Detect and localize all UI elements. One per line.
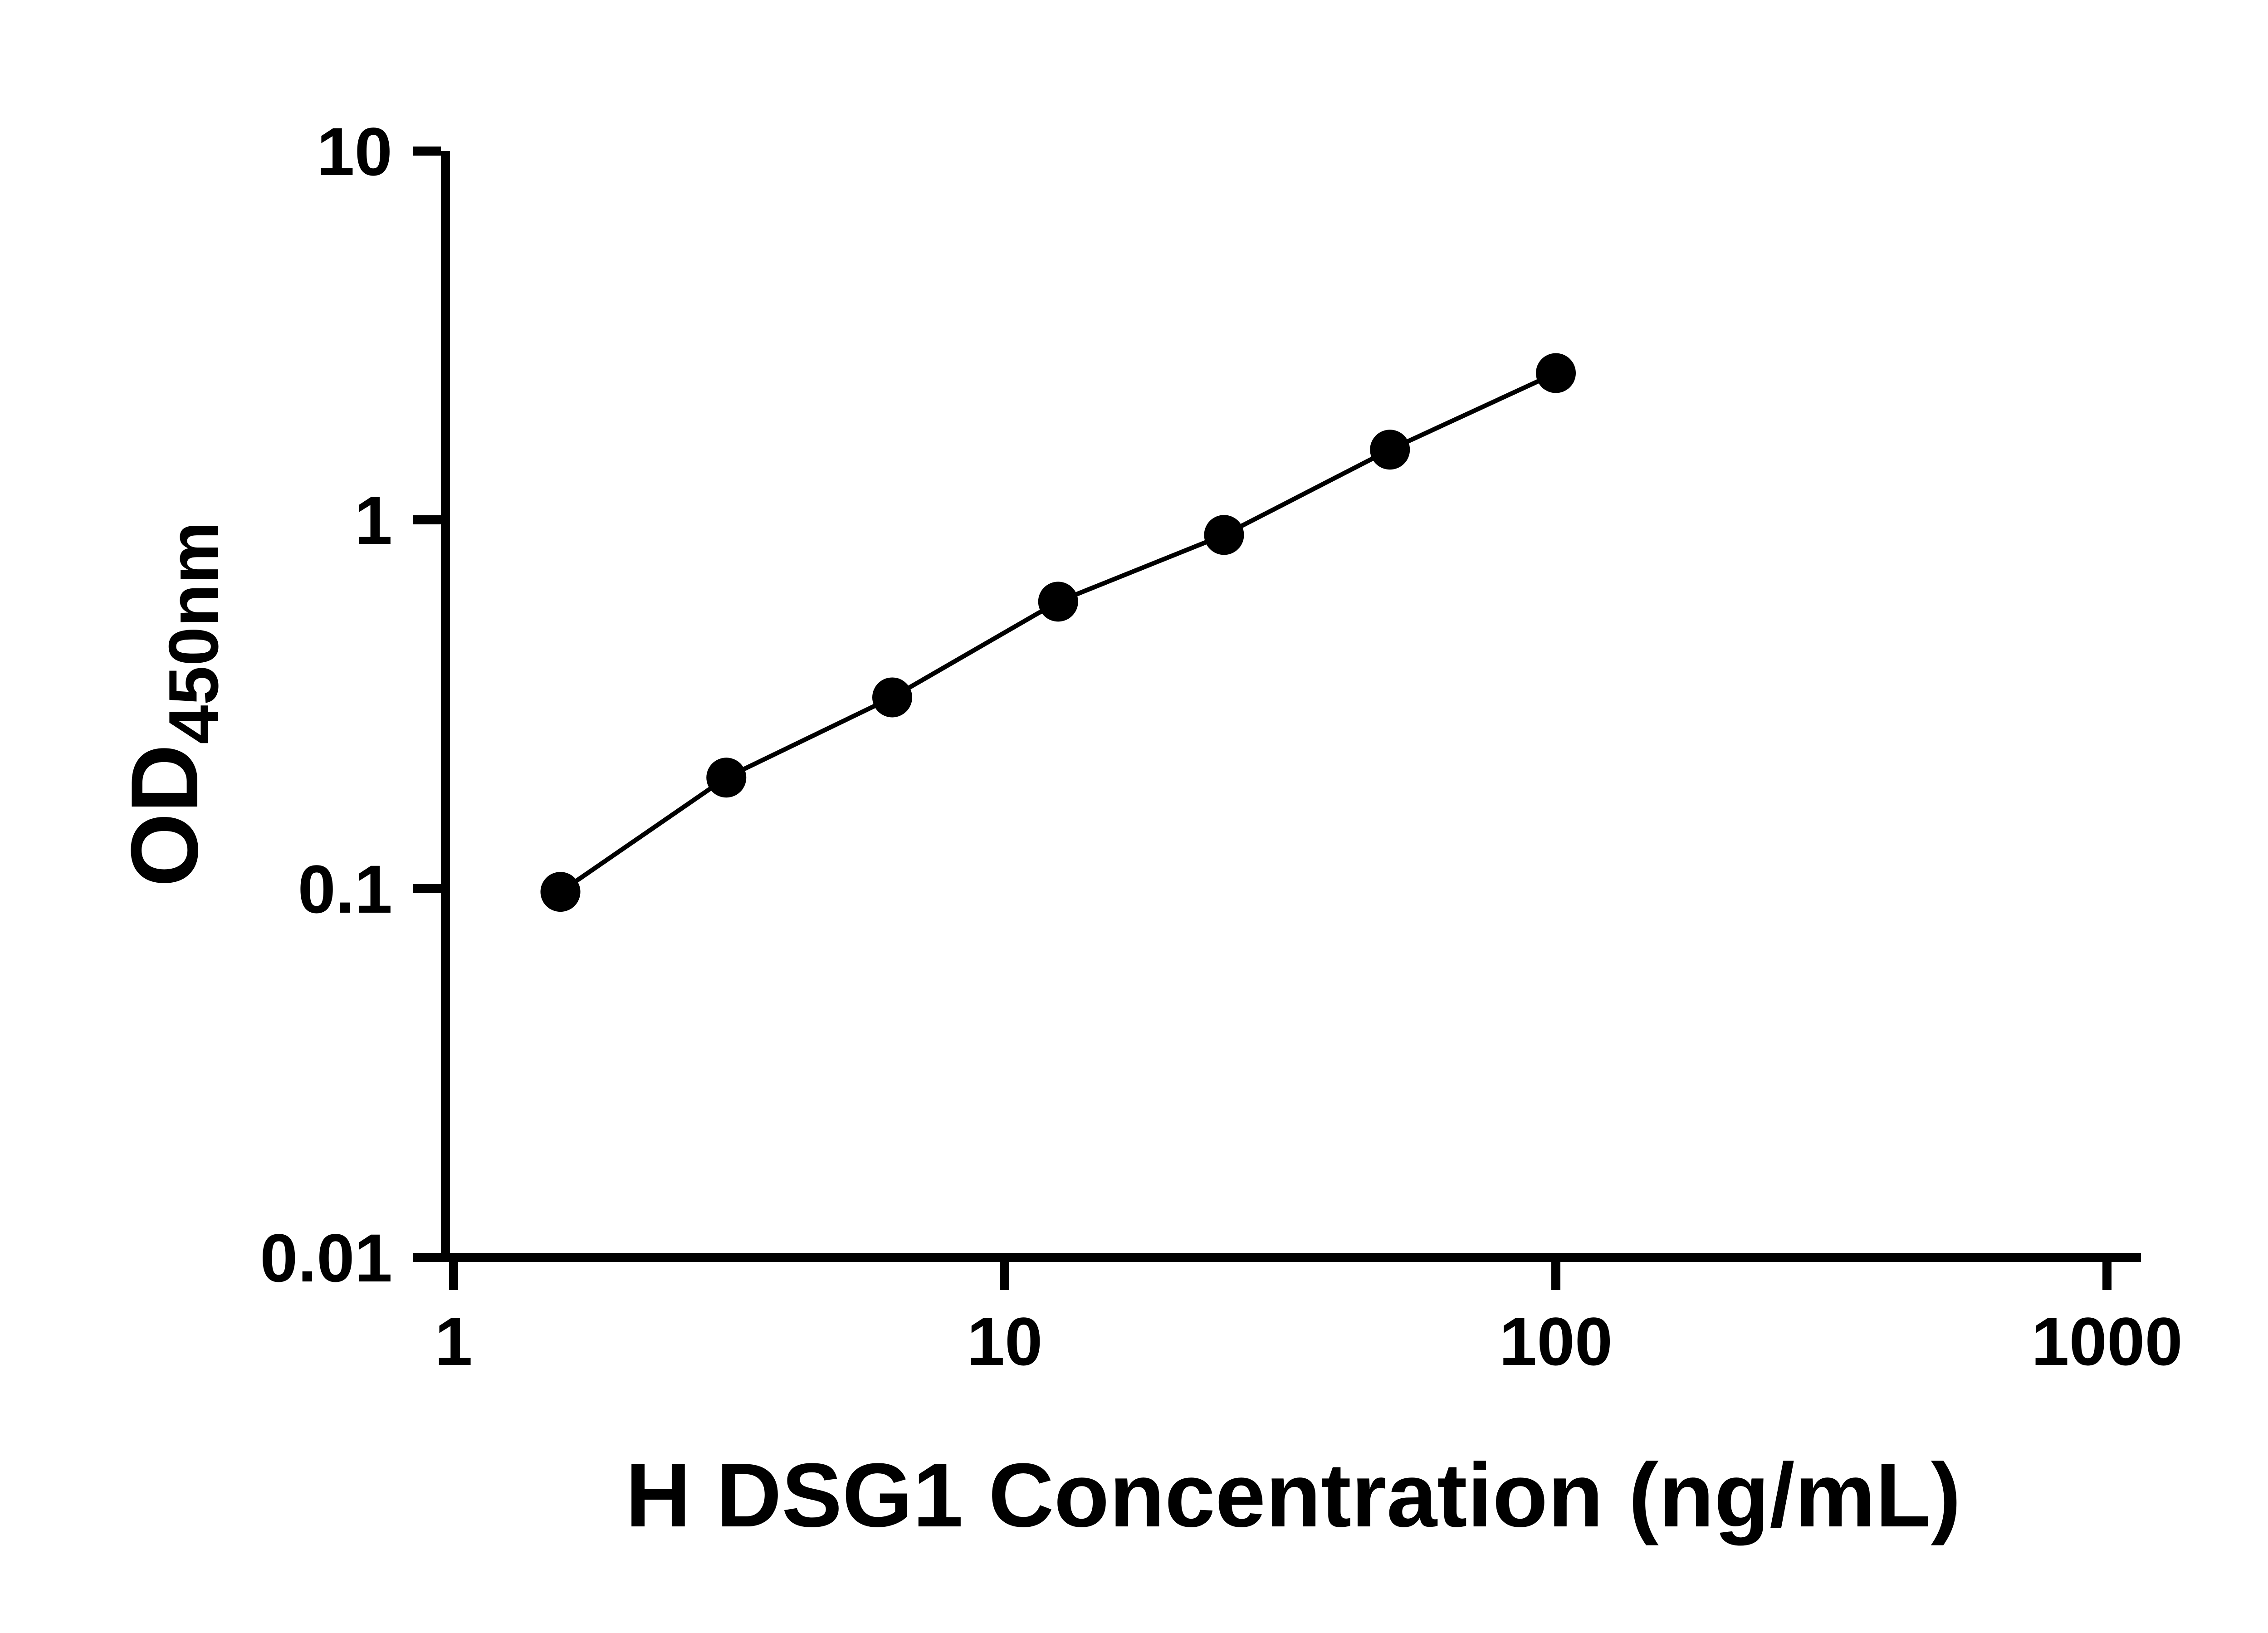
x-axis-tick-label: 100 — [1499, 1303, 1613, 1379]
x-axis-tick-label: 1000 — [2031, 1303, 2183, 1379]
x-axis-tick-label: 10 — [967, 1303, 1043, 1379]
data-point — [1204, 515, 1244, 555]
data-point — [1370, 430, 1410, 470]
y-axis-title: OD450nm — [111, 521, 233, 887]
y-axis-tick-label: 10 — [317, 113, 392, 190]
y-axis-tick-label: 0.01 — [260, 1220, 392, 1296]
data-point — [1038, 582, 1078, 622]
data-point — [540, 872, 581, 912]
y-axis-title-subscript: 450nm — [154, 521, 233, 744]
x-axis-tick-label: 1 — [435, 1303, 472, 1379]
data-point — [872, 677, 912, 718]
data-point — [1536, 353, 1576, 393]
axis-frame — [441, 151, 2141, 1262]
data-point — [706, 758, 747, 798]
y-axis-tick-label: 0.1 — [298, 851, 392, 927]
x-axis-title: H DSG1 Concentration (ng/mL) — [626, 1445, 1961, 1546]
y-axis-title-main: OD — [111, 744, 218, 887]
y-axis-tick-label: 1 — [355, 482, 392, 558]
